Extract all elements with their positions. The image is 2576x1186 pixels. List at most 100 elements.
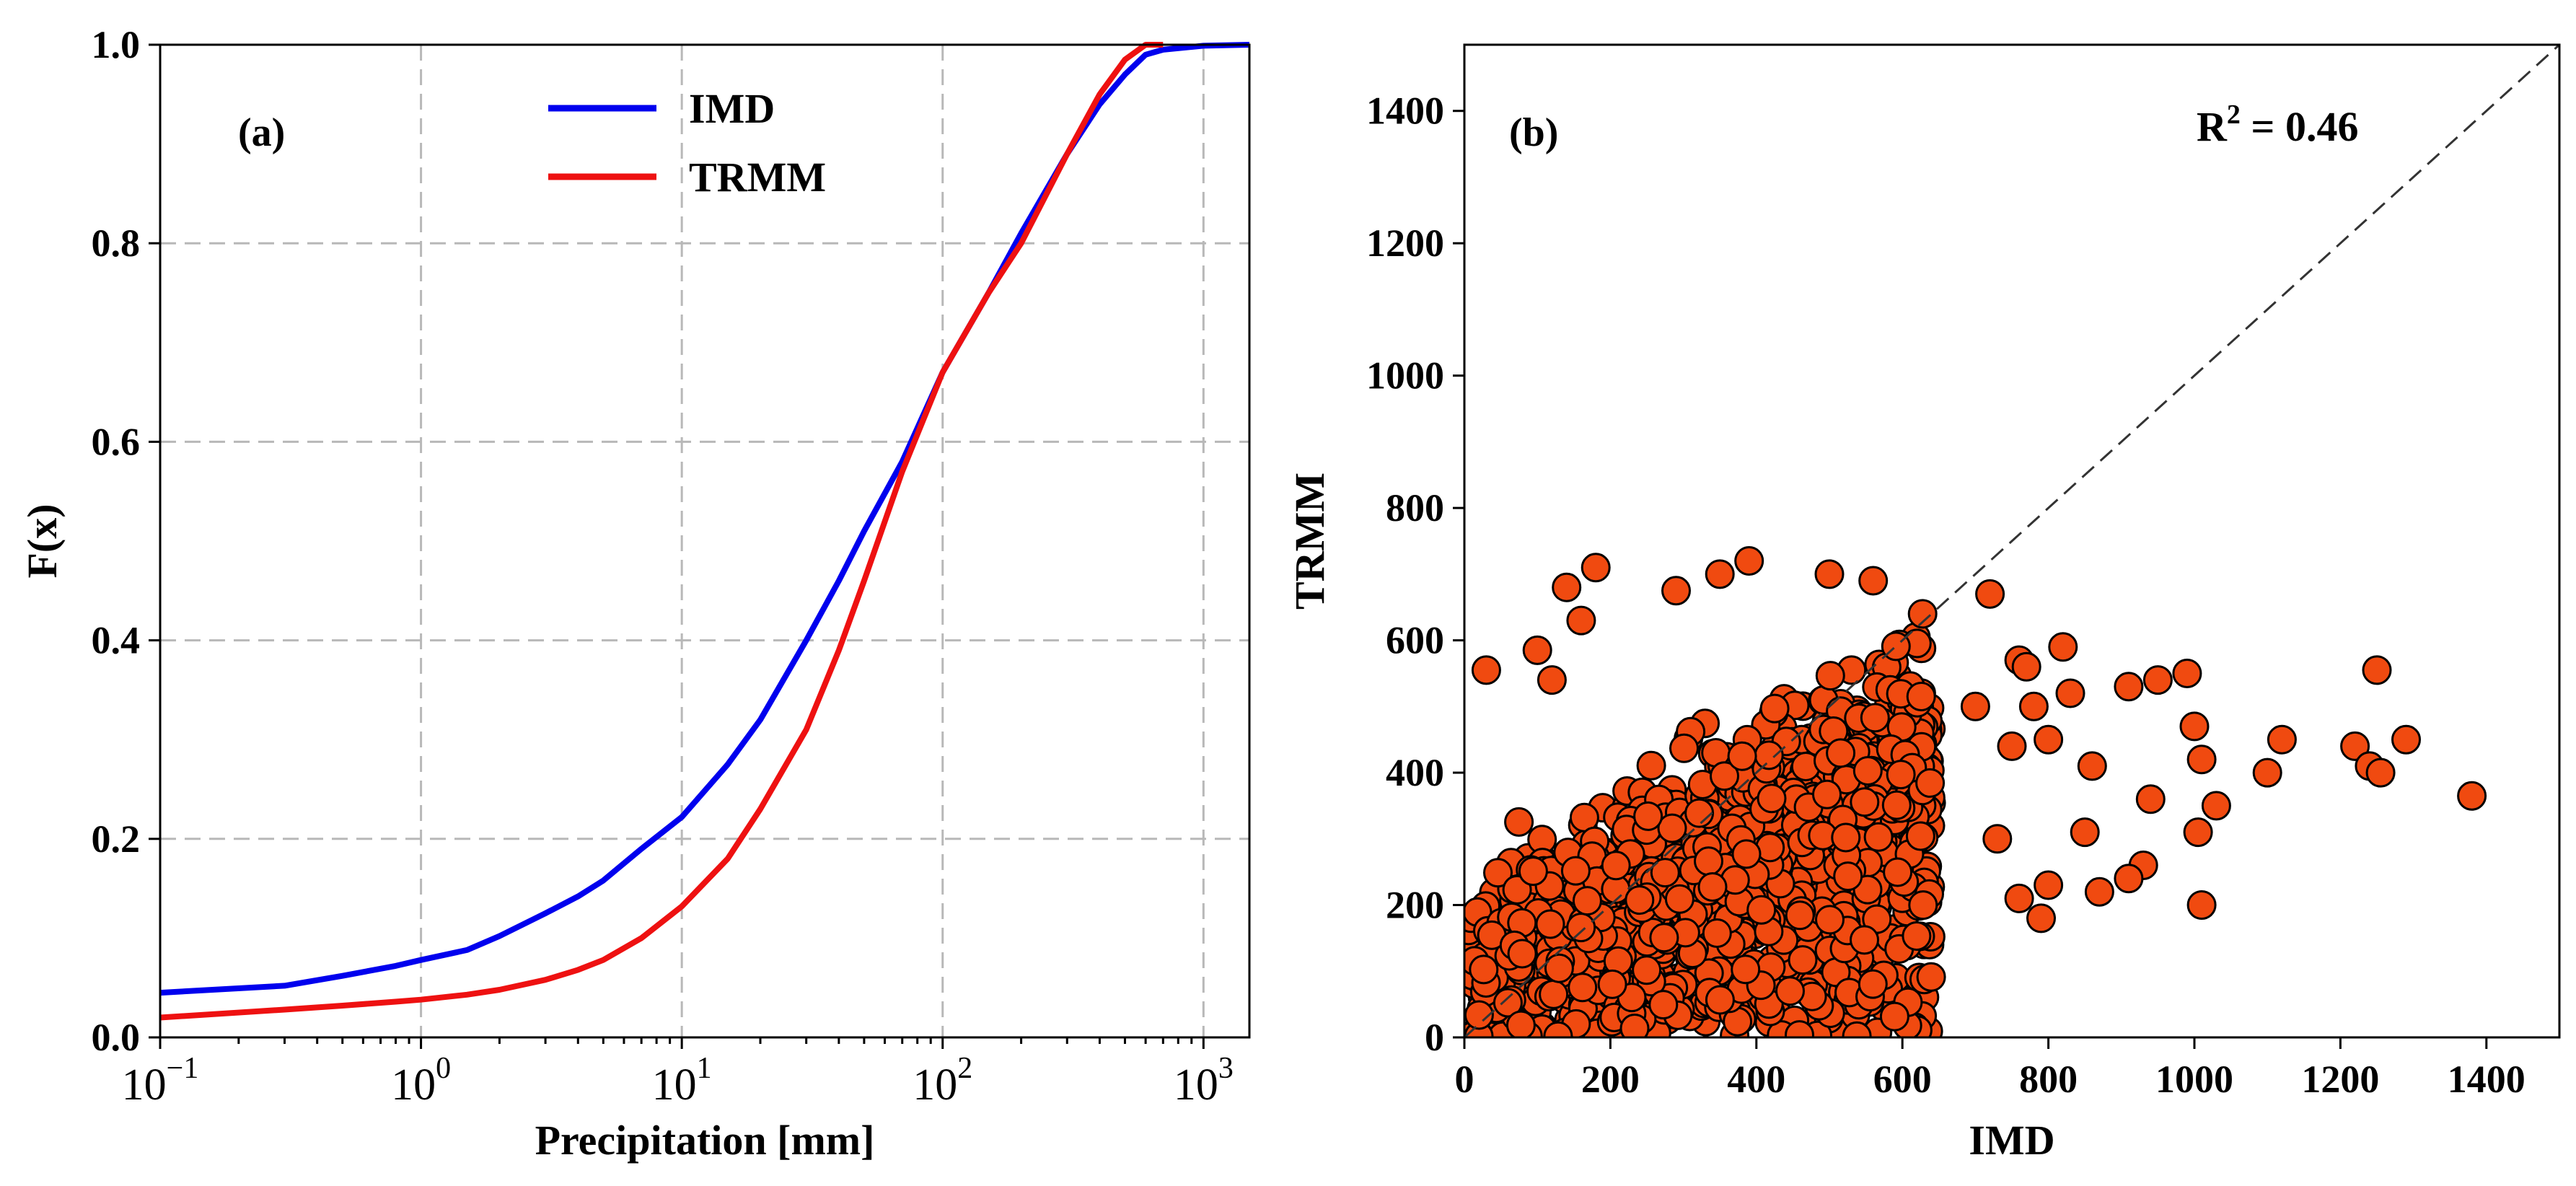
scatter-point	[1469, 954, 1499, 985]
scatter-point	[1544, 953, 1574, 983]
scatter-point	[2179, 711, 2210, 742]
scatter-point	[1657, 813, 1687, 843]
scatter-point	[2084, 877, 2114, 907]
scatter-point	[1710, 761, 1739, 791]
scatter-point	[1785, 1020, 1814, 1037]
scatter-point	[1539, 979, 1569, 1009]
scatter-point	[1902, 921, 1932, 951]
scatter-point	[2004, 883, 2034, 913]
scatter-point	[1881, 790, 1912, 820]
legend: IMD TRMM	[548, 85, 826, 201]
scatter-point	[2114, 672, 2144, 702]
scatter-point	[2186, 890, 2217, 920]
scatter-point	[1916, 962, 1946, 992]
scatter-point	[1863, 822, 1894, 852]
scatter-point	[1759, 693, 1790, 724]
scatter-point	[2070, 817, 2100, 848]
scatter-point	[1815, 661, 1845, 691]
scatter-point	[1746, 895, 1777, 925]
scatter-point	[2340, 731, 2370, 761]
scatter-point	[1505, 1010, 1536, 1037]
panel-b: 0 200 400 600 800 1000 1200 1400 0 200 400 600 800 1…	[1286, 43, 2561, 1164]
scatter-point	[1754, 740, 1784, 770]
scatter-point	[1572, 886, 1602, 916]
x-tick-exp: 0	[436, 1052, 451, 1085]
panel-a-xtick-labels: 10−1 100 101 102 103	[122, 1052, 1234, 1110]
scatter-point	[1661, 576, 1691, 606]
panel-b-frame	[1463, 43, 2561, 1039]
scatter-point	[1633, 801, 1663, 831]
panel-a: 10−1 100 101 102 103 0.00.20.40.60.81.0 Prec…	[19, 23, 1251, 1164]
scatter-point	[1581, 553, 1611, 583]
scatter-point	[2142, 665, 2173, 695]
scatter-point	[1906, 682, 1936, 711]
scatter-point	[1568, 972, 1598, 1003]
r-squared-exp: 2	[2227, 100, 2241, 130]
scatter-point	[1997, 731, 2027, 761]
scatter-point	[1684, 798, 1715, 828]
y-tick-label: 0.4	[92, 619, 141, 662]
x-tick-exp: −1	[167, 1052, 199, 1085]
scatter-point	[1908, 890, 1938, 921]
scatter-point	[1905, 821, 1935, 851]
scatter-point	[2252, 757, 2282, 788]
x-tick-label: 103	[1174, 1052, 1234, 1110]
panel-b-ylabel: TRMM	[1286, 473, 1333, 610]
panel-a-xlabel: Precipitation [mm]	[535, 1117, 875, 1164]
scatter-point	[2026, 903, 2056, 934]
scatter-point	[1915, 768, 1946, 798]
scatter-point	[2034, 870, 2064, 900]
scatter-point	[1535, 909, 1565, 939]
panel-a-frame	[159, 43, 1251, 1039]
x-tick-label: 400	[1727, 1058, 1785, 1101]
scatter-point	[1502, 874, 1532, 905]
scatter-point	[2048, 632, 2078, 662]
panel-a-ytick-labels: 0.0 0.2 0.4 0.6 0.8 1.0	[92, 23, 141, 1059]
y-tick-label: 0.0	[92, 1016, 141, 1059]
y-tick-label: 1400	[1366, 89, 1444, 133]
x-tick-base: 10	[652, 1060, 697, 1110]
scatter-point	[1702, 918, 1732, 948]
scatter-point	[1757, 783, 1787, 814]
scatter-point	[1731, 954, 1761, 985]
scatter-point	[1537, 665, 1567, 695]
scatter-point	[2034, 724, 2064, 755]
panel-a-lines	[159, 42, 1250, 1021]
scatter-point	[1619, 1014, 1650, 1037]
scatter-point	[1815, 905, 1845, 935]
x-tick-label: 1200	[2301, 1058, 2379, 1101]
y-tick-label: 200	[1386, 884, 1444, 927]
scatter-point	[1566, 913, 1596, 943]
panel-a-ylabel: F(x)	[19, 504, 66, 578]
scatter-point	[1518, 856, 1548, 887]
scatter-point	[2172, 659, 2202, 688]
legend-trmm-label: TRMM	[689, 154, 826, 201]
scatter-point	[1552, 572, 1582, 602]
scatter-point	[1507, 939, 1537, 969]
y-tick-label: 0.6	[92, 420, 141, 463]
scatter-point	[1826, 738, 1856, 768]
x-tick-label: 100	[391, 1052, 451, 1110]
scatter-point	[1504, 807, 1534, 837]
scatter-point	[2011, 651, 2041, 682]
scatter-point	[1483, 858, 1513, 888]
panel-a-label: (a)	[238, 110, 285, 155]
scatter-point	[1858, 969, 1888, 999]
y-tick-label: 1000	[1366, 354, 1444, 397]
x-tick-label: 1000	[2155, 1058, 2233, 1101]
scatter-point	[2362, 655, 2392, 685]
panel-b-ticks	[1453, 110, 2488, 1049]
y-tick-label: 0	[1425, 1016, 1444, 1059]
scatter-point	[1788, 945, 1818, 975]
scatter-point	[1471, 655, 1501, 685]
x-tick-label: 10−1	[122, 1052, 199, 1110]
y-tick-label: 400	[1386, 751, 1444, 794]
x-tick-label: 200	[1581, 1058, 1640, 1101]
scatter-point	[1814, 559, 1845, 589]
y-tick-label: 1200	[1366, 221, 1444, 265]
scatter-point	[2018, 691, 2049, 721]
x-tick-base: 10	[122, 1060, 167, 1110]
scatter-point	[2055, 678, 2085, 708]
scatter-point	[2077, 751, 2107, 781]
